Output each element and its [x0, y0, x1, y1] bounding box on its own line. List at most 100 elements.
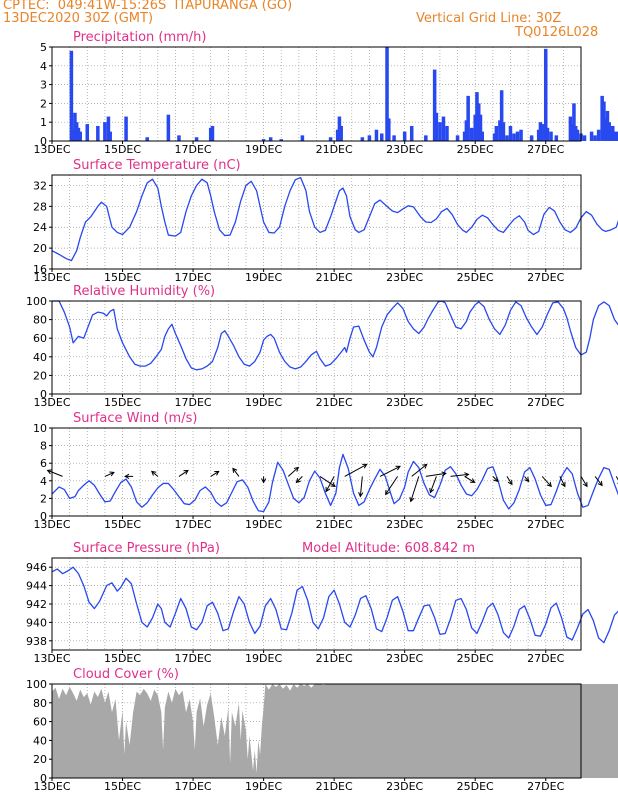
y-tick-label: 944 — [26, 580, 47, 593]
precip-bar — [300, 135, 305, 141]
precip-bar — [494, 125, 499, 141]
y-tick-label: 60 — [33, 332, 47, 345]
x-tick-label: 15DEC — [104, 271, 141, 284]
x-tick-label: 27DEC — [527, 780, 564, 793]
precip-bar — [575, 129, 580, 141]
x-tick-label: 21DEC — [316, 143, 353, 156]
y-tick-label: 0 — [40, 510, 47, 523]
wind-arrow — [411, 463, 428, 477]
y-tick-label: 100 — [26, 678, 47, 691]
wind-arrow — [210, 470, 220, 477]
cloud-cover-area — [52, 684, 618, 778]
x-tick-label: 17DEC — [175, 652, 212, 665]
precip-bar — [367, 135, 372, 141]
y-tick-label: 946 — [26, 561, 47, 574]
y-tick-label: 2 — [40, 492, 47, 505]
wind-arrow — [524, 476, 530, 483]
precip-bar — [445, 125, 449, 141]
precip-bar — [441, 116, 446, 141]
precip-bar — [177, 135, 181, 141]
x-tick-label: 13DEC — [33, 652, 70, 665]
precip-bar — [145, 137, 149, 141]
y-tick-label: 6 — [40, 457, 47, 470]
x-tick-label: 23DEC — [386, 652, 423, 665]
wind-arrow — [46, 469, 63, 477]
precip-bar — [572, 103, 576, 141]
y-tick-label: 4 — [40, 475, 47, 488]
x-tick-label: 25DEC — [457, 652, 494, 665]
y-tick-label: 4 — [40, 60, 47, 73]
y-tick-label: 28 — [33, 200, 47, 213]
x-tick-label: 21DEC — [316, 396, 353, 409]
x-tick-label: 21DEC — [316, 271, 353, 284]
header-grid-note: Vertical Grid Line: 30Z — [416, 11, 562, 26]
wind-arrow — [319, 475, 336, 487]
precip-bar — [409, 125, 414, 141]
panel-title: Surface Wind (m/s) — [73, 411, 197, 426]
precip-bar — [438, 122, 442, 141]
panel-temp: 16 20 24 28 32 13DEC 15DEC 17DEC 19DEC 21DEC 23DEC… — [33, 158, 618, 284]
wind-arrow — [379, 465, 401, 477]
x-tick-label: 17DEC — [175, 780, 212, 793]
x-tick-label: 21DEC — [316, 518, 353, 531]
x-tick-label: 15DEC — [104, 143, 141, 156]
precip-bar — [261, 139, 266, 141]
precip-bar — [402, 131, 407, 141]
wind-arrow — [541, 476, 552, 488]
precip-bar — [328, 137, 333, 141]
y-tick-label: 940 — [26, 616, 47, 629]
precip-bar — [543, 48, 548, 141]
precip-bar — [607, 122, 611, 141]
wind-arrow — [261, 476, 267, 484]
x-tick-label: 19DEC — [245, 143, 282, 156]
precip-bar — [545, 127, 550, 141]
precip-bar — [78, 131, 82, 141]
model-altitude-label: Model Altitude: 608.842 m — [302, 541, 475, 556]
precip-bar — [501, 122, 506, 141]
wind-arrow — [594, 476, 603, 487]
x-tick-label: 27DEC — [527, 396, 564, 409]
panel-title: Surface Pressure (hPa) — [73, 541, 220, 556]
temp-line — [51, 176, 618, 262]
precip-bar — [374, 129, 379, 141]
wind-arrow — [506, 476, 513, 486]
y-tick-label: 100 — [26, 295, 47, 308]
x-tick-label: 15DEC — [104, 518, 141, 531]
wind-arrow — [232, 467, 240, 477]
panel-title: Precipitation (mm/h) — [73, 30, 206, 45]
panel-cloud: 0 20 40 60 80 100 13DEC 15DEC 17DEC 19DEC 21DEC 23D… — [26, 667, 618, 793]
y-tick-label: 80 — [33, 697, 47, 710]
panel-title: Relative Humidity (%) — [73, 284, 215, 299]
precip-bar — [424, 135, 428, 141]
wind-arrow — [104, 471, 115, 477]
header-station: CPTEC: 049:41W-15:26S ITAPURANGA (GO) — [3, 0, 293, 13]
precip-bar — [554, 135, 559, 141]
precip-bar — [387, 118, 391, 141]
y-tick-label: 40 — [33, 351, 47, 364]
x-tick-label: 25DEC — [457, 780, 494, 793]
panel-frame — [51, 683, 582, 779]
y-tick-label: 32 — [33, 179, 47, 192]
y-tick-label: 60 — [33, 716, 47, 729]
wind-arrow — [150, 470, 159, 477]
x-tick-label: 27DEC — [527, 652, 564, 665]
precip-bar — [108, 131, 112, 141]
panel-wind: 0 2 4 6 8 10 13DEC 15DEC 17DEC 19DEC 21DEC 23DEC 25D… — [33, 411, 618, 531]
wind-arrow — [580, 476, 588, 488]
x-tick-label: 27DEC — [527, 271, 564, 284]
x-tick-label: 13DEC — [33, 396, 70, 409]
x-tick-label: 17DEC — [175, 271, 212, 284]
wind-arrow — [559, 476, 566, 488]
x-tick-label: 13DEC — [33, 143, 70, 156]
wind-arrow — [615, 476, 618, 484]
y-tick-label: 40 — [33, 734, 47, 747]
x-tick-label: 17DEC — [175, 518, 212, 531]
rh-line — [52, 300, 618, 371]
precip-bar — [103, 122, 107, 141]
panel-frame — [51, 557, 582, 651]
precip-bar — [166, 114, 171, 141]
x-tick-label: 23DEC — [386, 396, 423, 409]
panel-frame — [51, 300, 582, 395]
x-tick-label: 13DEC — [33, 780, 70, 793]
